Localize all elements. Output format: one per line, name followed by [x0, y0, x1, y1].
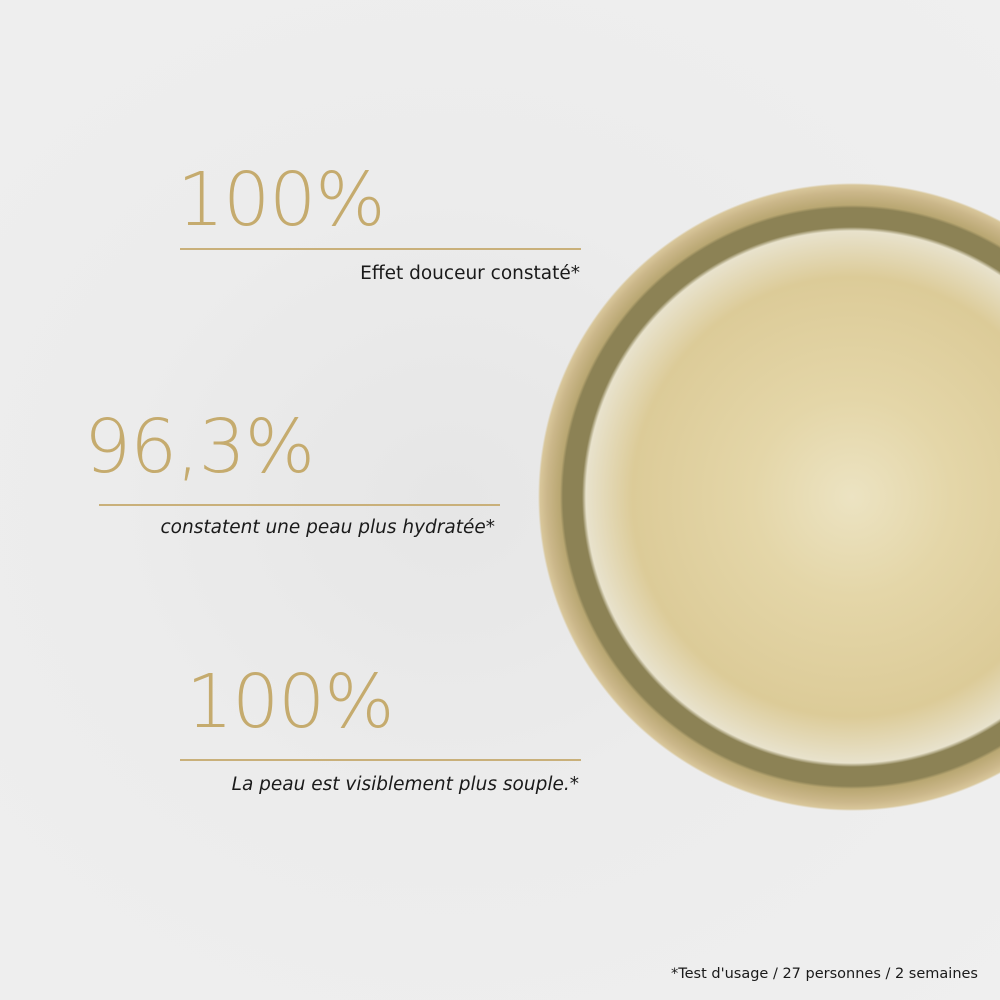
stat-caption: La peau est visiblement plus souple.* [231, 774, 579, 795]
stat-value: 100% [186, 659, 395, 745]
footnote: *Test d'usage / 27 personnes / 2 semaine… [670, 966, 978, 982]
stat-caption: constatent une peau plus hydratée* [160, 517, 495, 538]
divider [180, 248, 581, 250]
stat-caption: Effet douceur constaté* [360, 263, 580, 284]
stat-value: 100% [177, 157, 386, 243]
scrub-jar-photo [538, 183, 1000, 812]
divider [99, 504, 500, 506]
divider [180, 759, 581, 761]
stat-value: 96,3% [84, 404, 315, 490]
